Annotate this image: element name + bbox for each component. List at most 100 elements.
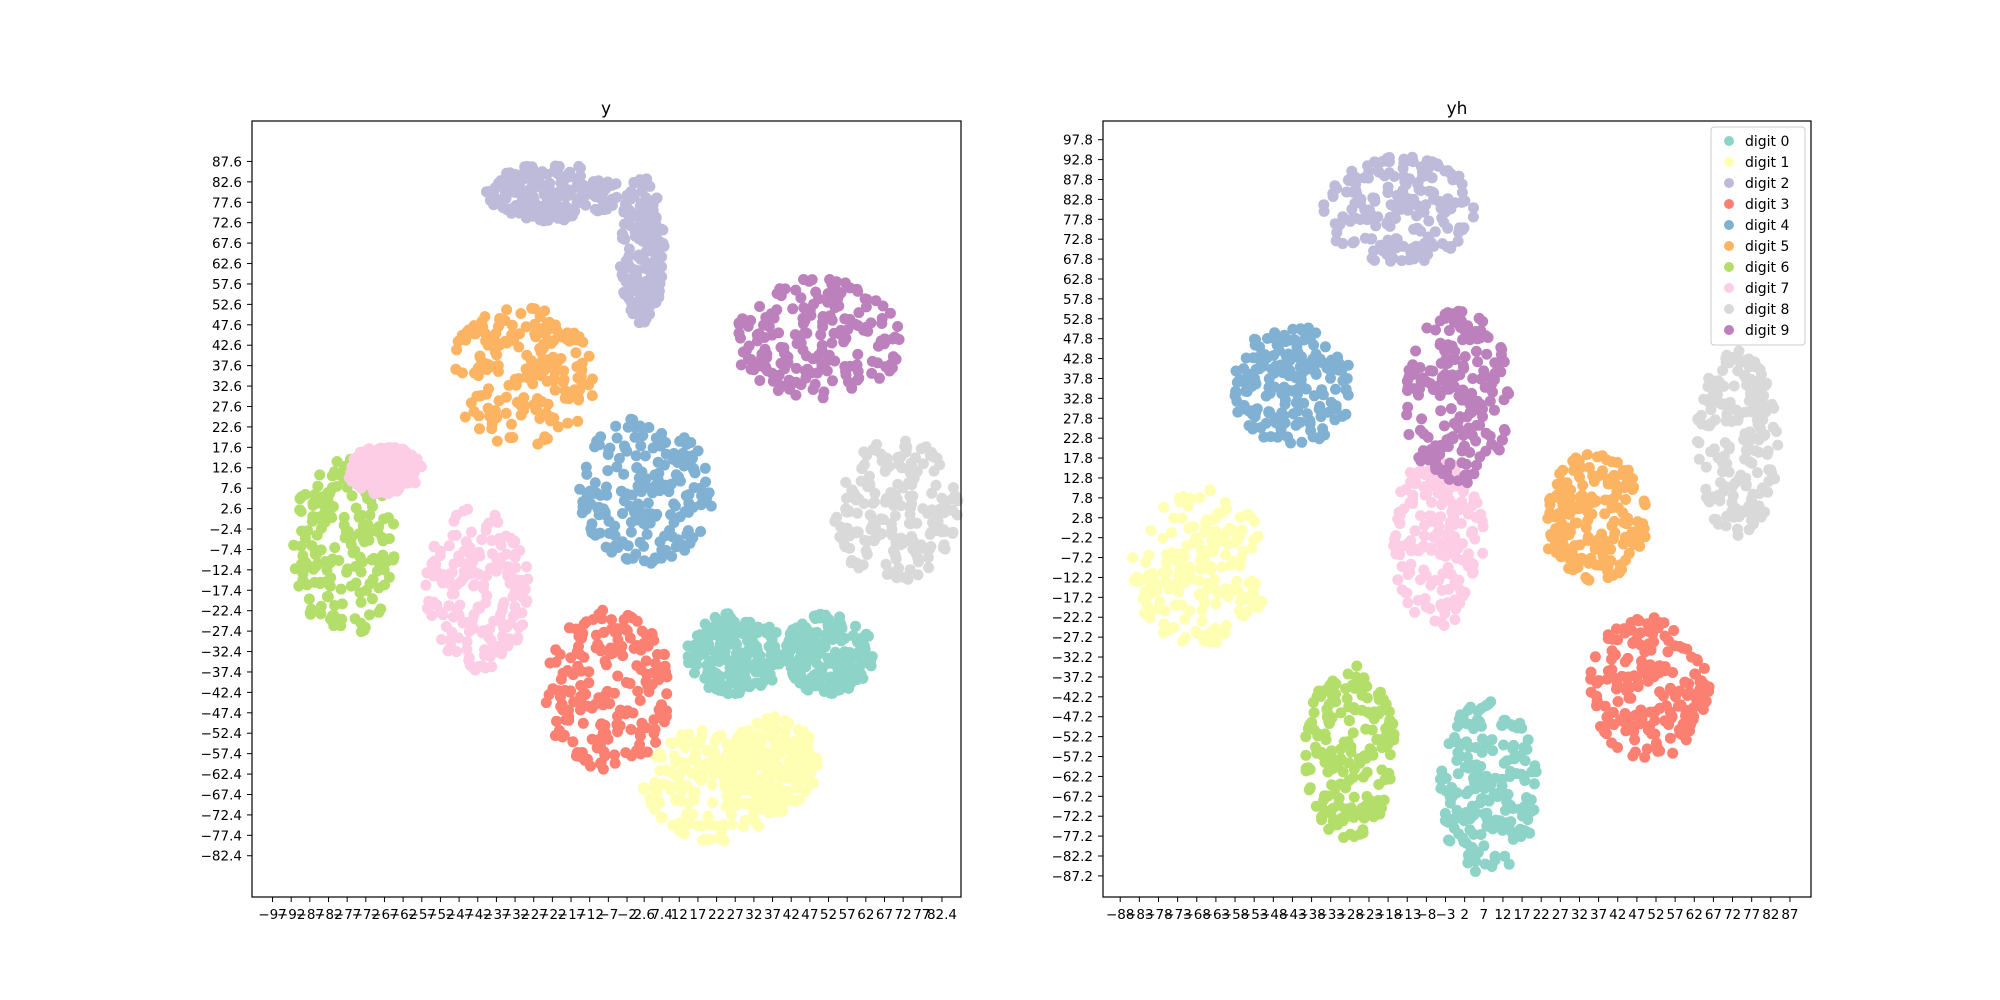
point-digit-6 <box>362 528 374 540</box>
point-digit-7 <box>1469 533 1481 545</box>
point-digit-9 <box>1458 362 1470 374</box>
point-digit-7 <box>457 572 469 584</box>
point-digit-9 <box>744 315 756 326</box>
point-digit-6 <box>373 606 385 618</box>
point-digit-9 <box>1438 441 1450 453</box>
point-digit-1 <box>1194 492 1206 504</box>
point-digit-9 <box>1427 365 1439 377</box>
point-digit-8 <box>1715 477 1726 488</box>
point-digit-0 <box>1528 778 1540 790</box>
point-digit-3 <box>1680 734 1692 746</box>
point-digit-3 <box>660 666 672 678</box>
point-digit-9 <box>818 386 830 398</box>
point-digit-0 <box>800 683 812 694</box>
point-digit-6 <box>314 469 326 481</box>
point-digit-7 <box>434 545 446 557</box>
point-digit-6 <box>297 550 309 562</box>
point-digit-5 <box>1626 527 1638 539</box>
point-digit-7 <box>1457 554 1469 566</box>
point-digit-3 <box>601 685 613 697</box>
point-digit-0 <box>731 687 743 699</box>
point-digit-3 <box>1654 702 1666 714</box>
point-digit-3 <box>600 727 612 739</box>
y-tick-label: 62.8 <box>1063 272 1093 288</box>
point-digit-5 <box>558 365 570 377</box>
point-digit-0 <box>1460 807 1472 818</box>
point-digit-0 <box>706 628 717 640</box>
point-digit-7 <box>1418 530 1430 542</box>
point-digit-9 <box>1470 326 1482 337</box>
point-digit-1 <box>769 737 781 749</box>
point-digit-4 <box>589 477 601 489</box>
point-digit-5 <box>1553 508 1565 519</box>
point-digit-9 <box>1498 394 1510 406</box>
point-digit-3 <box>1585 666 1597 678</box>
legend-label: digit 2 <box>1745 176 1789 192</box>
point-digit-1 <box>788 752 800 764</box>
point-digit-6 <box>355 626 367 638</box>
point-digit-3 <box>656 699 667 711</box>
point-digit-8 <box>920 441 932 453</box>
y-tick-label: 57.6 <box>212 277 242 293</box>
point-digit-9 <box>1466 387 1478 399</box>
point-digit-3 <box>1667 747 1679 759</box>
point-digit-6 <box>312 480 324 492</box>
legend-label: digit 3 <box>1745 197 1789 213</box>
point-digit-5 <box>520 321 532 333</box>
y-tick-label: 77.6 <box>212 195 242 211</box>
point-digit-7 <box>363 468 374 480</box>
point-digit-4 <box>1273 344 1285 356</box>
point-digit-6 <box>322 495 334 507</box>
point-digit-5 <box>491 435 503 447</box>
point-digit-6 <box>1373 779 1385 790</box>
point-digit-8 <box>1753 500 1765 512</box>
point-digit-2 <box>625 193 637 205</box>
point-digit-8 <box>1705 446 1717 458</box>
point-digit-6 <box>382 512 394 524</box>
point-digit-3 <box>1662 646 1674 658</box>
point-digit-3 <box>1612 634 1624 646</box>
point-digit-8 <box>895 500 907 512</box>
point-digit-9 <box>1410 345 1422 357</box>
point-digit-3 <box>551 715 562 727</box>
point-digit-5 <box>539 431 551 443</box>
point-digit-0 <box>1468 723 1479 735</box>
point-digit-3 <box>649 723 661 735</box>
y-tick-label: 37.8 <box>1063 371 1093 387</box>
point-digit-5 <box>1569 540 1581 552</box>
point-digit-0 <box>1489 854 1501 866</box>
point-digit-4 <box>610 420 622 432</box>
point-digit-3 <box>635 748 647 760</box>
point-digit-9 <box>1443 383 1455 395</box>
point-digit-7 <box>436 634 447 645</box>
point-digit-9 <box>790 389 802 401</box>
y-tick-label: 52.8 <box>1063 312 1093 328</box>
point-digit-9 <box>1416 413 1428 425</box>
point-digit-8 <box>1720 415 1732 427</box>
point-digit-3 <box>657 713 669 725</box>
point-digit-7 <box>1409 525 1421 537</box>
point-digit-4 <box>1269 381 1281 393</box>
point-digit-1 <box>772 760 784 772</box>
point-digit-6 <box>1306 716 1318 728</box>
point-digit-3 <box>610 623 622 635</box>
point-digit-1 <box>726 819 738 830</box>
x-tick-label: 52 <box>1647 907 1664 923</box>
point-digit-4 <box>1341 373 1353 384</box>
point-digit-9 <box>1479 370 1491 382</box>
point-digit-1 <box>1220 526 1232 538</box>
point-digit-5 <box>532 438 544 450</box>
point-digit-9 <box>807 384 819 395</box>
point-digit-8 <box>1763 464 1775 476</box>
x-tick-label: 32 <box>745 907 762 923</box>
point-digit-4 <box>1310 368 1322 380</box>
point-digit-7 <box>375 461 387 473</box>
point-digit-9 <box>1456 306 1468 318</box>
point-digit-7 <box>363 446 375 458</box>
point-digit-8 <box>922 552 934 564</box>
point-digit-8 <box>923 562 935 574</box>
point-digit-1 <box>679 742 691 754</box>
point-digit-9 <box>1484 430 1496 442</box>
point-digit-6 <box>346 490 358 502</box>
point-digit-5 <box>474 350 486 362</box>
